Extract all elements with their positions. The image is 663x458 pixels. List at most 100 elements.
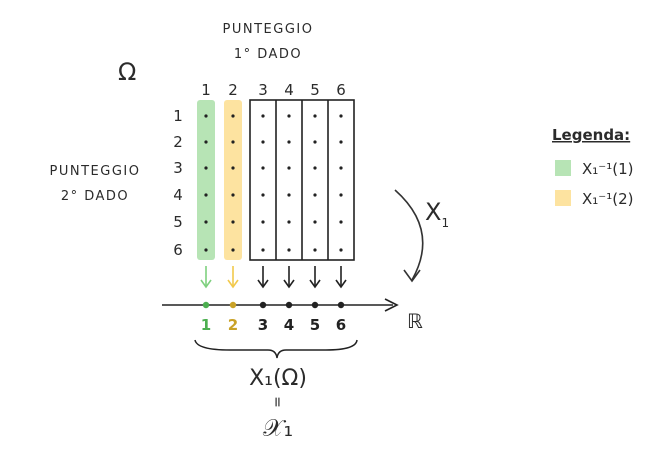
grid-dot-6-5 bbox=[339, 220, 343, 224]
down-arrow-2 bbox=[227, 266, 239, 289]
grid-dot-1-6 bbox=[204, 248, 208, 252]
legend: Legenda: X₁⁻¹(1) X₁⁻¹(2) bbox=[552, 126, 633, 208]
grid-dot-3-6 bbox=[261, 248, 265, 252]
column-header-5: 5 bbox=[310, 81, 320, 99]
grid-dots bbox=[204, 114, 343, 252]
axis-point-1 bbox=[202, 301, 210, 309]
side-label-line2: 2° DADO bbox=[61, 189, 129, 204]
grid-dot-2-4 bbox=[231, 193, 235, 197]
grid-dot-1-2 bbox=[204, 140, 208, 144]
down-arrows bbox=[200, 266, 347, 289]
legend-title: Legenda: bbox=[552, 126, 630, 144]
row-headers: 1 2 3 4 5 6 bbox=[173, 107, 183, 259]
row-header-1: 1 bbox=[173, 107, 183, 125]
column-1-highlight bbox=[197, 100, 215, 260]
legend-swatch-2 bbox=[555, 190, 571, 206]
axis-point-6 bbox=[337, 301, 345, 309]
column-header-2: 2 bbox=[228, 81, 238, 99]
down-arrow-6 bbox=[335, 266, 347, 289]
mapping-arrow-head bbox=[403, 269, 421, 283]
legend-swatch-1 bbox=[555, 160, 571, 176]
grid-dot-4-2 bbox=[287, 140, 291, 144]
axis-point-5 bbox=[311, 301, 319, 309]
omega-symbol: Ω bbox=[118, 58, 136, 86]
grid-dot-5-5 bbox=[313, 220, 317, 224]
grid-dot-1-4 bbox=[204, 193, 208, 197]
map-label-name: X bbox=[425, 198, 441, 226]
image-expression: X₁(Ω) bbox=[249, 366, 307, 391]
mapping-arrow-curve bbox=[394, 189, 424, 281]
side-label-line1: PUNTEGGIO bbox=[50, 164, 141, 179]
grid-dot-3-4 bbox=[261, 193, 265, 197]
axis-point-4 bbox=[285, 301, 293, 309]
boxed-columns bbox=[249, 99, 355, 261]
row-header-3: 3 bbox=[173, 159, 183, 177]
axis-arrowhead bbox=[384, 298, 399, 312]
row-header-6: 6 bbox=[173, 241, 183, 259]
grid-dot-6-1 bbox=[339, 114, 343, 118]
grid-dot-2-5 bbox=[231, 220, 235, 224]
axis-point-2 bbox=[229, 301, 237, 309]
down-arrow-5 bbox=[309, 266, 321, 289]
row-header-2: 2 bbox=[173, 133, 183, 151]
grid-dot-1-3 bbox=[204, 166, 208, 170]
grid-dot-5-2 bbox=[313, 140, 317, 144]
grid-dot-3-3 bbox=[261, 166, 265, 170]
axis-label-5: 5 bbox=[310, 316, 320, 334]
grid-dot-3-2 bbox=[261, 140, 265, 144]
down-arrow-1 bbox=[200, 266, 212, 289]
column-header-3: 3 bbox=[258, 81, 268, 99]
top-label-line1: PUNTEGGIO bbox=[223, 22, 314, 37]
grid-dot-3-1 bbox=[261, 114, 265, 118]
row-header-5: 5 bbox=[173, 213, 183, 231]
map-label-sub: 1 bbox=[441, 216, 449, 230]
grid-dot-2-6 bbox=[231, 248, 235, 252]
grid-dot-1-5 bbox=[204, 220, 208, 224]
row-header-4: 4 bbox=[173, 186, 183, 204]
grid-dot-4-1 bbox=[287, 114, 291, 118]
grid-dot-4-5 bbox=[287, 220, 291, 224]
grid-dot-4-3 bbox=[287, 166, 291, 170]
down-arrow-4 bbox=[283, 266, 295, 289]
axis-points bbox=[202, 301, 345, 309]
axis-label-1: 1 bbox=[201, 316, 211, 334]
grid-dot-2-2 bbox=[231, 140, 235, 144]
axis-label-3: 3 bbox=[258, 316, 268, 334]
brace bbox=[194, 339, 358, 359]
axis-point-3 bbox=[259, 301, 267, 309]
grid-dot-1-1 bbox=[204, 114, 208, 118]
real-axis-label: ℝ bbox=[407, 309, 423, 333]
column-header-1: 1 bbox=[201, 81, 211, 99]
grid-dot-5-1 bbox=[313, 114, 317, 118]
column-header-6: 6 bbox=[336, 81, 346, 99]
axis-label-6: 6 bbox=[336, 316, 346, 334]
grid-dot-4-6 bbox=[287, 248, 291, 252]
range-symbol: 𝒳₁ bbox=[263, 414, 293, 442]
legend-label-2: X₁⁻¹(2) bbox=[582, 190, 633, 208]
grid-dot-2-1 bbox=[231, 114, 235, 118]
down-arrow-3 bbox=[257, 266, 269, 289]
grid-dot-6-3 bbox=[339, 166, 343, 170]
grid-dot-6-6 bbox=[339, 248, 343, 252]
axis-label-2: 2 bbox=[228, 316, 238, 334]
column-header-4: 4 bbox=[284, 81, 294, 99]
grid-dot-5-3 bbox=[313, 166, 317, 170]
column-2-highlight bbox=[224, 100, 242, 260]
map-label: X1 bbox=[425, 198, 449, 230]
grid-dot-6-4 bbox=[339, 193, 343, 197]
equals-sign: = bbox=[269, 396, 285, 408]
grid-dot-6-2 bbox=[339, 140, 343, 144]
grid-dot-5-4 bbox=[313, 193, 317, 197]
legend-label-1: X₁⁻¹(1) bbox=[582, 160, 633, 178]
real-axis: ℝ bbox=[162, 298, 423, 333]
grid-dot-5-6 bbox=[313, 248, 317, 252]
top-label-line2: 1° DADO bbox=[234, 47, 302, 62]
grid-dot-2-3 bbox=[231, 166, 235, 170]
mapping-arrow bbox=[394, 189, 424, 283]
grid-dot-4-4 bbox=[287, 193, 291, 197]
grid-dot-3-5 bbox=[261, 220, 265, 224]
axis-label-4: 4 bbox=[284, 316, 294, 334]
